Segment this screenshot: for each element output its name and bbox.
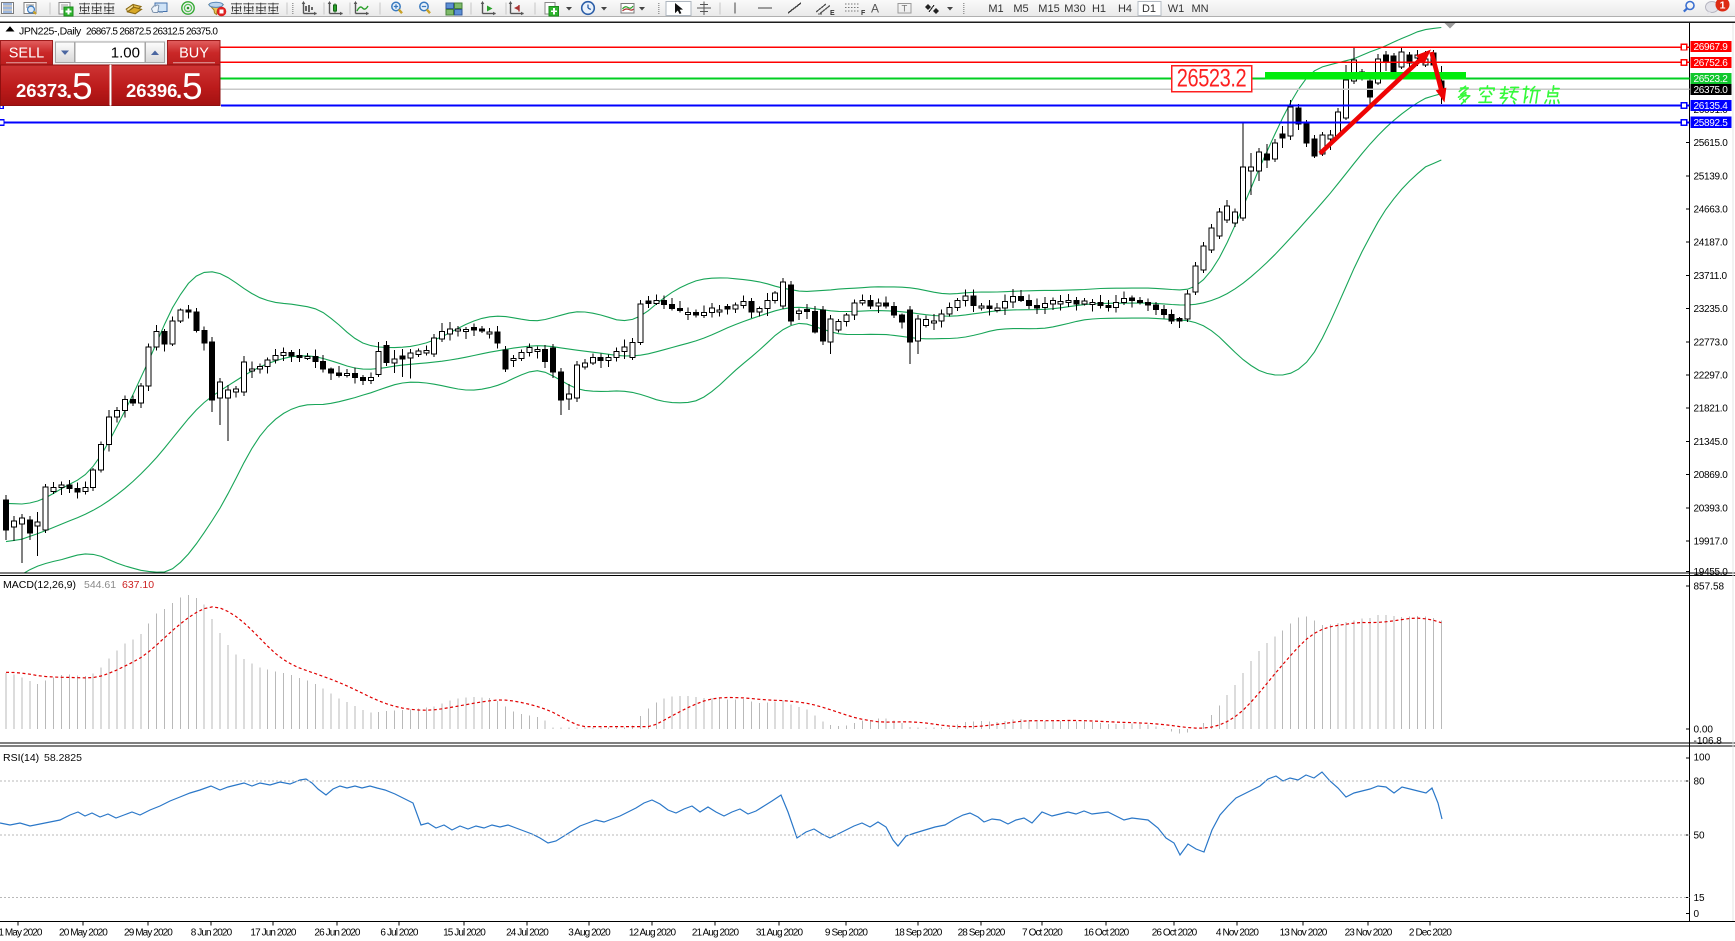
svg-text:24187.0: 24187.0	[1694, 238, 1729, 249]
svg-text:20869.0: 20869.0	[1694, 470, 1729, 481]
svg-text:H4: H4	[1118, 3, 1132, 15]
svg-text:2 Dec 2020: 2 Dec 2020	[1409, 928, 1452, 939]
svg-text:RSI(14): RSI(14)	[3, 752, 39, 764]
svg-text:26396: 26396	[126, 80, 177, 101]
svg-text:24 Jul 2020: 24 Jul 2020	[506, 928, 549, 939]
svg-text:18 Sep 2020: 18 Sep 2020	[895, 928, 943, 939]
svg-text:17 Jun 2020: 17 Jun 2020	[250, 928, 296, 939]
svg-text:58.2825: 58.2825	[44, 752, 82, 764]
svg-text:28 Sep 2020: 28 Sep 2020	[958, 928, 1006, 939]
svg-text:11 May 2020: 11 May 2020	[0, 928, 43, 939]
svg-text:857.58: 857.58	[1694, 582, 1725, 593]
svg-text:8 Jun 2020: 8 Jun 2020	[191, 928, 233, 939]
svg-text:26 Jun 2020: 26 Jun 2020	[314, 928, 360, 939]
svg-text:26 Oct 2020: 26 Oct 2020	[1152, 928, 1198, 939]
svg-text:80: 80	[1694, 777, 1706, 788]
svg-text:SELL: SELL	[9, 46, 44, 62]
svg-text:5: 5	[182, 66, 203, 107]
svg-text:1: 1	[1720, 0, 1726, 12]
svg-text:20393.0: 20393.0	[1694, 503, 1729, 514]
svg-text:.: .	[66, 78, 72, 103]
svg-text:M15: M15	[1038, 3, 1059, 15]
svg-text:0.00: 0.00	[1694, 725, 1714, 736]
svg-text:0: 0	[1694, 909, 1700, 920]
svg-text:21345.0: 21345.0	[1694, 437, 1729, 448]
svg-text:26967.9: 26967.9	[1693, 42, 1728, 53]
svg-text:19455.0: 19455.0	[1694, 567, 1729, 578]
svg-text:22773.0: 22773.0	[1694, 337, 1729, 348]
svg-text:6 Jul 2020: 6 Jul 2020	[380, 928, 418, 939]
svg-text:M30: M30	[1064, 3, 1085, 15]
svg-text:23711.0: 23711.0	[1694, 271, 1728, 282]
svg-text:50: 50	[1694, 831, 1706, 842]
svg-text:15: 15	[1694, 893, 1706, 904]
svg-text:H1: H1	[1092, 3, 1106, 15]
svg-text:26867.5 26872.5 26312.5 26375.: 26867.5 26872.5 26312.5 26375.0	[86, 27, 218, 38]
svg-text:26373: 26373	[16, 80, 67, 101]
svg-text:BUY: BUY	[179, 46, 209, 62]
svg-text:26752.6: 26752.6	[1693, 58, 1728, 69]
svg-text:21 Aug 2020: 21 Aug 2020	[692, 928, 740, 939]
svg-text:MACD(12,26,9): MACD(12,26,9)	[3, 579, 76, 591]
svg-text:MN: MN	[1191, 3, 1208, 15]
svg-text:M5: M5	[1013, 3, 1028, 15]
svg-text:9 Sep 2020: 9 Sep 2020	[825, 928, 868, 939]
svg-text:22297.0: 22297.0	[1694, 371, 1729, 382]
svg-text:W1: W1	[1168, 3, 1185, 15]
svg-text:100: 100	[1694, 753, 1711, 764]
svg-text:E: E	[830, 10, 835, 17]
svg-text:T: T	[902, 4, 908, 15]
svg-text:.: .	[176, 78, 182, 103]
svg-text:12 Aug 2020: 12 Aug 2020	[629, 928, 677, 939]
svg-text:25139.0: 25139.0	[1694, 171, 1729, 182]
svg-text:26523.2: 26523.2	[1693, 74, 1728, 85]
svg-text:637.10: 637.10	[122, 579, 154, 591]
svg-text:-106.8: -106.8	[1694, 736, 1723, 747]
svg-text:1.00: 1.00	[111, 45, 140, 62]
svg-text:26375.0: 26375.0	[1693, 85, 1728, 96]
svg-text:25892.5: 25892.5	[1693, 118, 1728, 129]
svg-text:5: 5	[72, 66, 93, 107]
svg-text:JPN225-,Daily: JPN225-,Daily	[19, 26, 82, 38]
svg-text:A: A	[871, 2, 879, 16]
svg-text:F: F	[861, 10, 866, 17]
svg-text:13 Nov 2020: 13 Nov 2020	[1280, 928, 1328, 939]
svg-text:29 May 2020: 29 May 2020	[124, 928, 173, 939]
svg-text:544.61: 544.61	[84, 579, 116, 591]
svg-text:25615.0: 25615.0	[1694, 138, 1729, 149]
svg-text:M1: M1	[988, 3, 1003, 15]
svg-text:3 Aug 2020: 3 Aug 2020	[568, 928, 611, 939]
svg-text:21821.0: 21821.0	[1694, 404, 1729, 415]
svg-text:7 Oct 2020: 7 Oct 2020	[1022, 928, 1063, 939]
svg-text:15 Jul 2020: 15 Jul 2020	[443, 928, 486, 939]
svg-text:26135.4: 26135.4	[1693, 101, 1728, 112]
svg-text:24663.0: 24663.0	[1694, 205, 1729, 216]
svg-text:26523.2: 26523.2	[1177, 63, 1246, 92]
svg-text:16 Oct 2020: 16 Oct 2020	[1084, 928, 1130, 939]
svg-text:4 Nov 2020: 4 Nov 2020	[1216, 928, 1259, 939]
svg-text:19917.0: 19917.0	[1694, 537, 1729, 548]
svg-text:D1: D1	[1142, 3, 1156, 15]
svg-text:23 Nov 2020: 23 Nov 2020	[1345, 928, 1393, 939]
svg-text:20 May 2020: 20 May 2020	[59, 928, 108, 939]
svg-text:23235.0: 23235.0	[1694, 304, 1729, 315]
svg-text:31 Aug 2020: 31 Aug 2020	[756, 928, 804, 939]
